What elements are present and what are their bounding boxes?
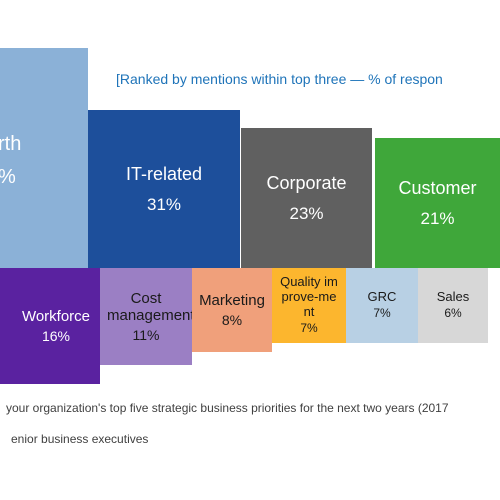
treemap-block-cost-management: Cost management 11% [100,268,195,365]
value-label: 6% [444,306,462,321]
treemap-block-workforce: Workforce 16% [0,268,100,384]
treemap-block-it-related: IT-related 31% [88,110,240,268]
chart-subtitle: [Ranked by mentions within top three — %… [116,71,443,87]
survey-question-footnote: your organization's top five strategic b… [6,401,449,415]
value-label: 21% [420,208,455,228]
category-label: IT-related [125,163,203,184]
category-label: Quality improve-ment [280,274,338,320]
treemap-block-corporate: Corporate 23% [241,128,372,268]
value-label: 16% [41,328,71,345]
category-label: Workforce [21,307,91,325]
category-label: GRC [367,289,397,305]
category-label: Sales [436,289,470,305]
respondent-base-footnote: enior business executives [11,432,149,446]
treemap-block-grc: GRC 7% [346,268,418,343]
treemap-block-quality-improve-ment: Quality improve-ment 7% [272,268,346,343]
value-label: 7% [373,306,391,321]
treemap-block-sales: Sales 6% [418,268,488,343]
category-label: rth [0,133,22,155]
value-label: 11% [132,327,160,344]
category-label: Customer [398,177,477,198]
treemap-block-customer: Customer 21% [375,138,500,268]
value-label: 23% [289,203,324,223]
value-label: 8% [221,312,243,329]
category-label: Corporate [266,172,347,193]
category-label: Marketing [199,291,265,309]
value-label: 31% [146,194,182,214]
category-label: Cost management [107,289,195,324]
value-label: % [0,166,16,189]
value-label: 7% [300,321,318,335]
treemap-block-rth: rth% [0,48,88,268]
treemap-block-marketing: Marketing 8% [192,268,272,352]
